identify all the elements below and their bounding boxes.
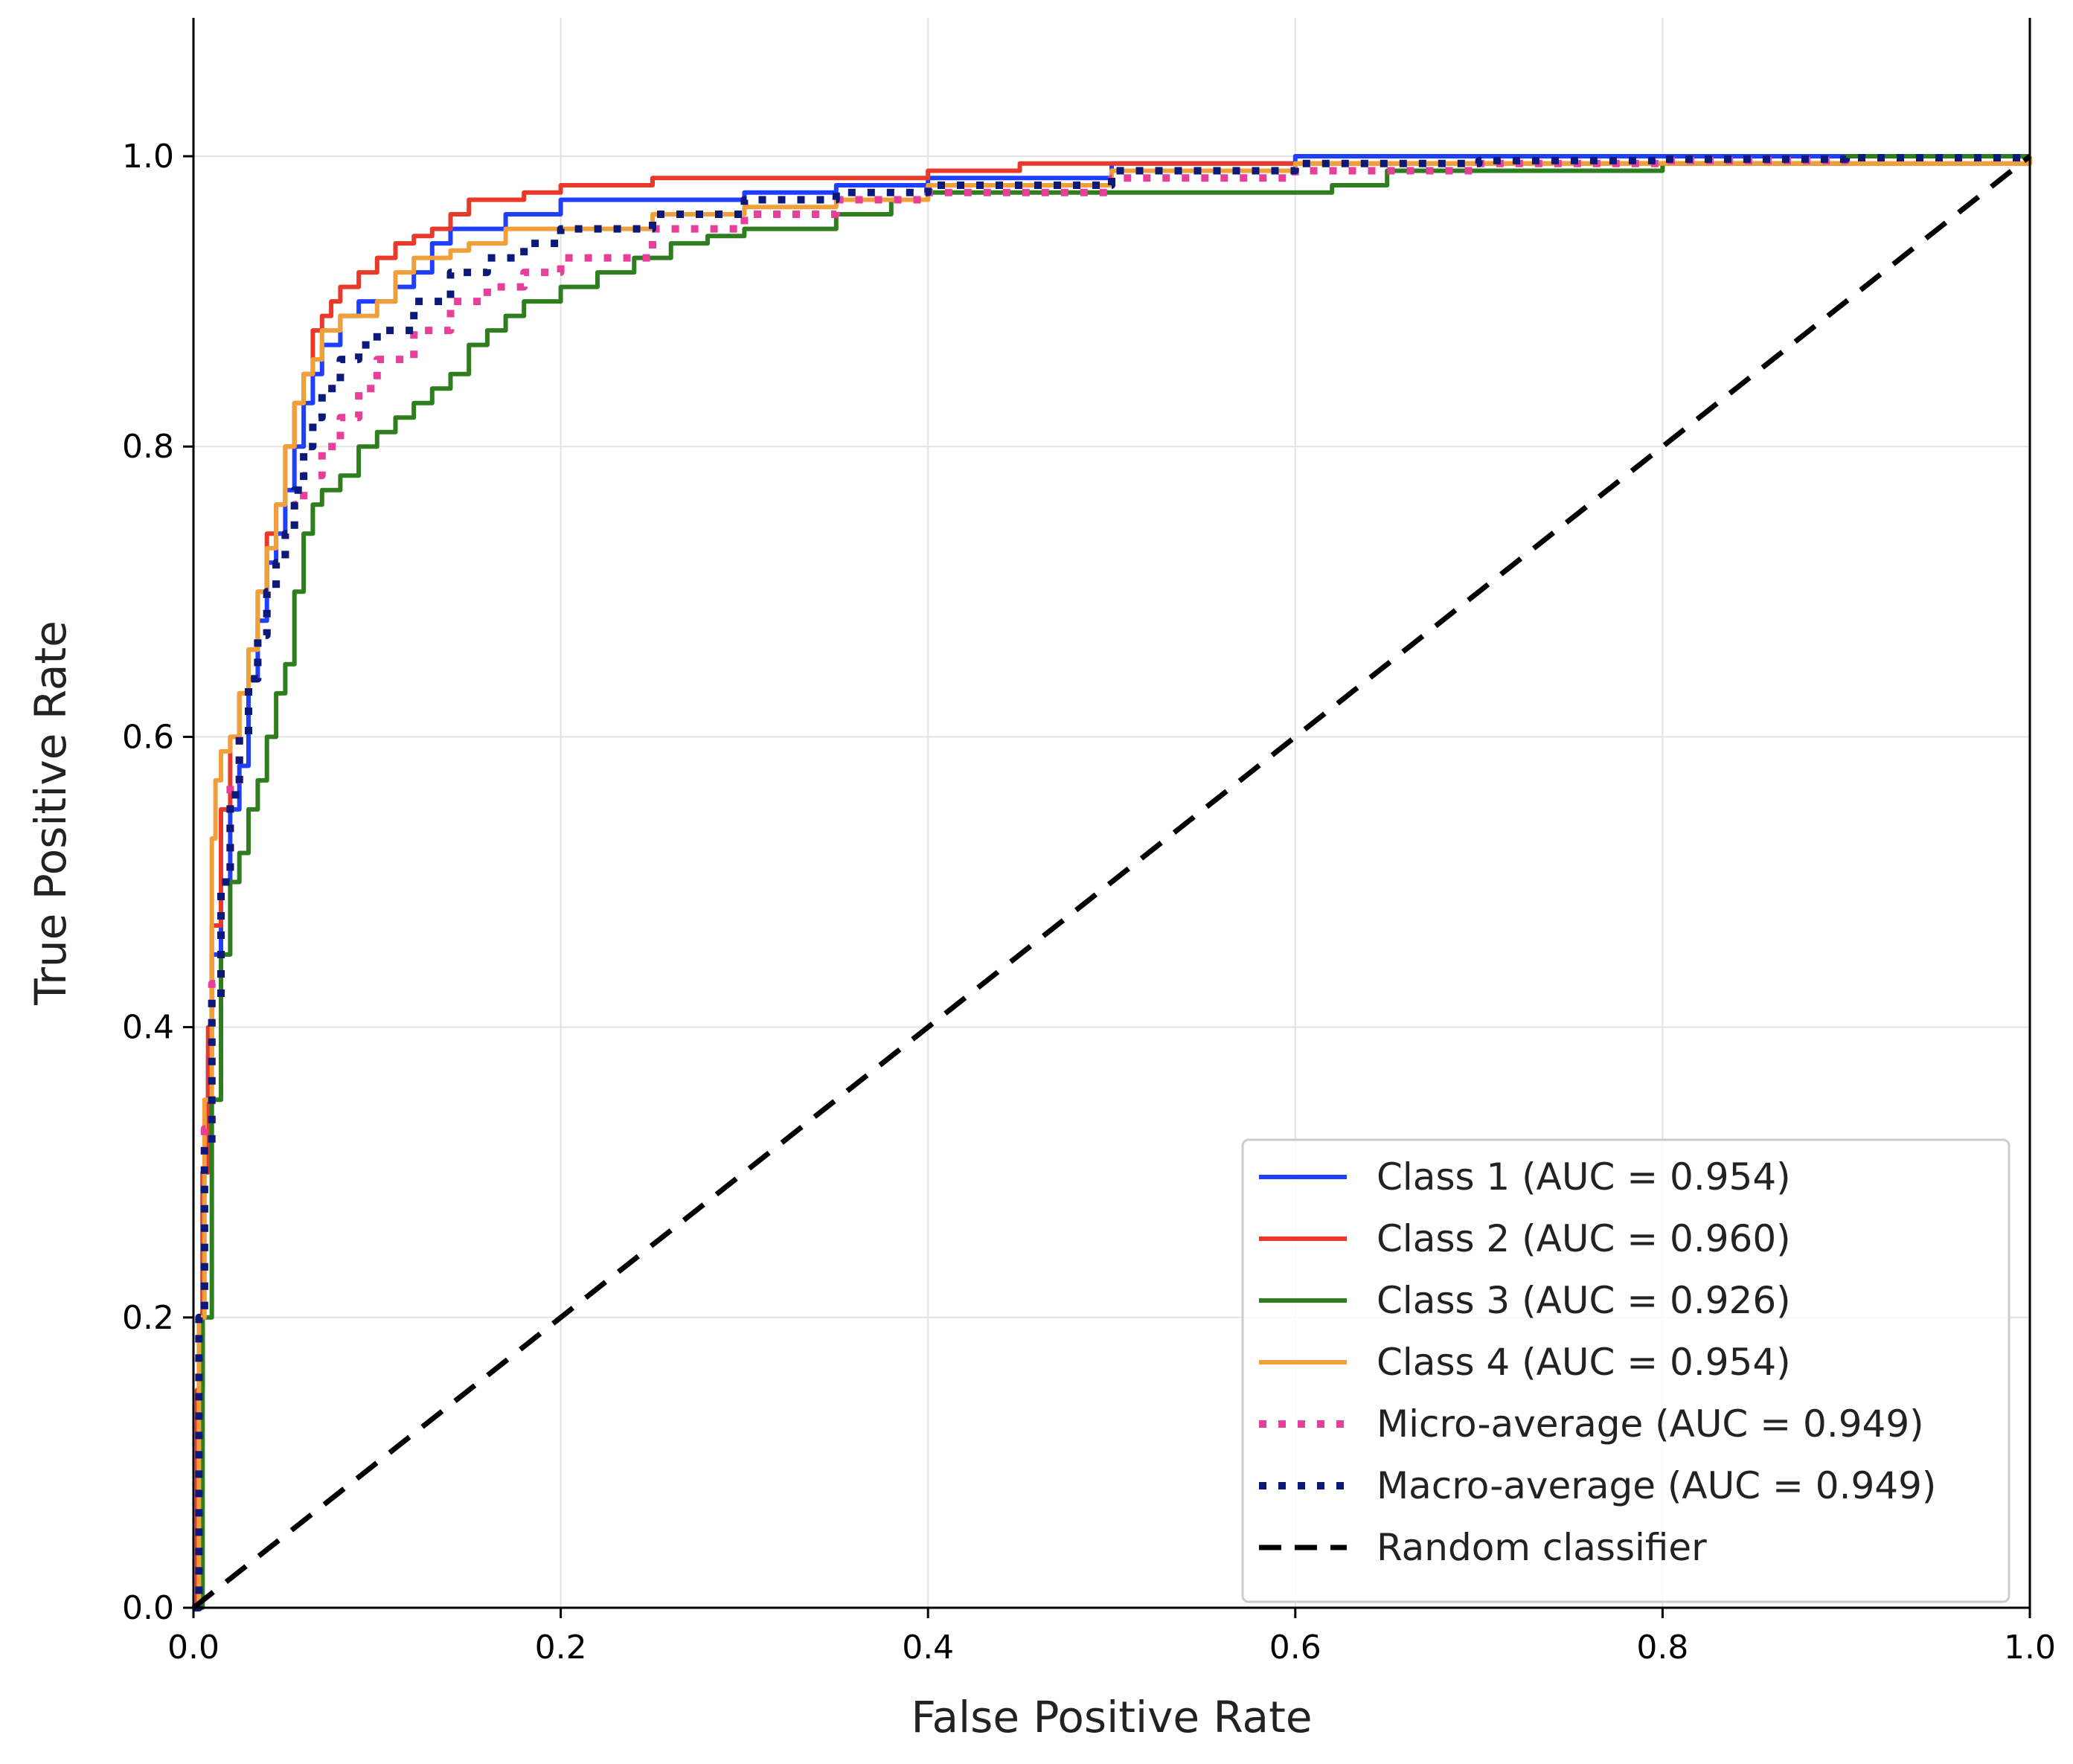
y-tick-label: 0.4 [122, 1009, 174, 1047]
x-tick-label: 0.4 [902, 1629, 954, 1667]
series-line-class-2 [193, 156, 2032, 1610]
legend-label-class-3: Class 3 (AUC = 0.926) [1377, 1279, 1791, 1322]
legend-label-class-2: Class 2 (AUC = 0.960) [1377, 1217, 1791, 1260]
y-tick-label: 0.2 [122, 1299, 174, 1337]
legend-label-macro-average: Macro-average (AUC = 0.949) [1377, 1464, 1936, 1507]
series-line-random-classifier [191, 154, 2032, 1610]
legend-label-random-classifier: Random classifier [1377, 1526, 1707, 1569]
y-axis-ticks: 0.0 0.2 0.4 0.6 0.8 1.0 [122, 138, 193, 1627]
legend-label-micro-average: Micro-average (AUC = 0.949) [1377, 1402, 1924, 1446]
y-axis-label: True Positive Rate [25, 620, 76, 1006]
y-tick-label: 0.8 [122, 428, 174, 466]
x-tick-label: 0.0 [167, 1629, 220, 1667]
series-line-macro-average [193, 154, 2034, 1611]
y-tick-label: 1.0 [122, 138, 174, 176]
legend-label-class-1: Class 1 (AUC = 0.954) [1377, 1155, 1791, 1199]
x-tick-label: 0.8 [1636, 1629, 1688, 1667]
x-tick-label: 0.6 [1269, 1629, 1321, 1667]
legend-items: Class 1 (AUC = 0.954) Class 2 (AUC = 0.96… [1259, 1155, 1936, 1569]
legend-label-class-4: Class 4 (AUC = 0.954) [1377, 1341, 1791, 1384]
series-layer [191, 154, 2034, 1611]
x-tick-label: 1.0 [2004, 1629, 2056, 1667]
legend: Class 1 (AUC = 0.954) Class 2 (AUC = 0.96… [1241, 1138, 2010, 1603]
y-tick-label: 0.6 [122, 718, 174, 756]
legend-box [1241, 1138, 2010, 1603]
x-axis-label: False Positive Rate [911, 1692, 1312, 1742]
x-axis-ticks: 0.0 0.2 0.4 0.6 0.8 1.0 [167, 1608, 2056, 1667]
grid-lines [193, 18, 2031, 1609]
y-tick-label: 0.0 [122, 1589, 174, 1627]
x-tick-label: 0.2 [535, 1629, 587, 1667]
